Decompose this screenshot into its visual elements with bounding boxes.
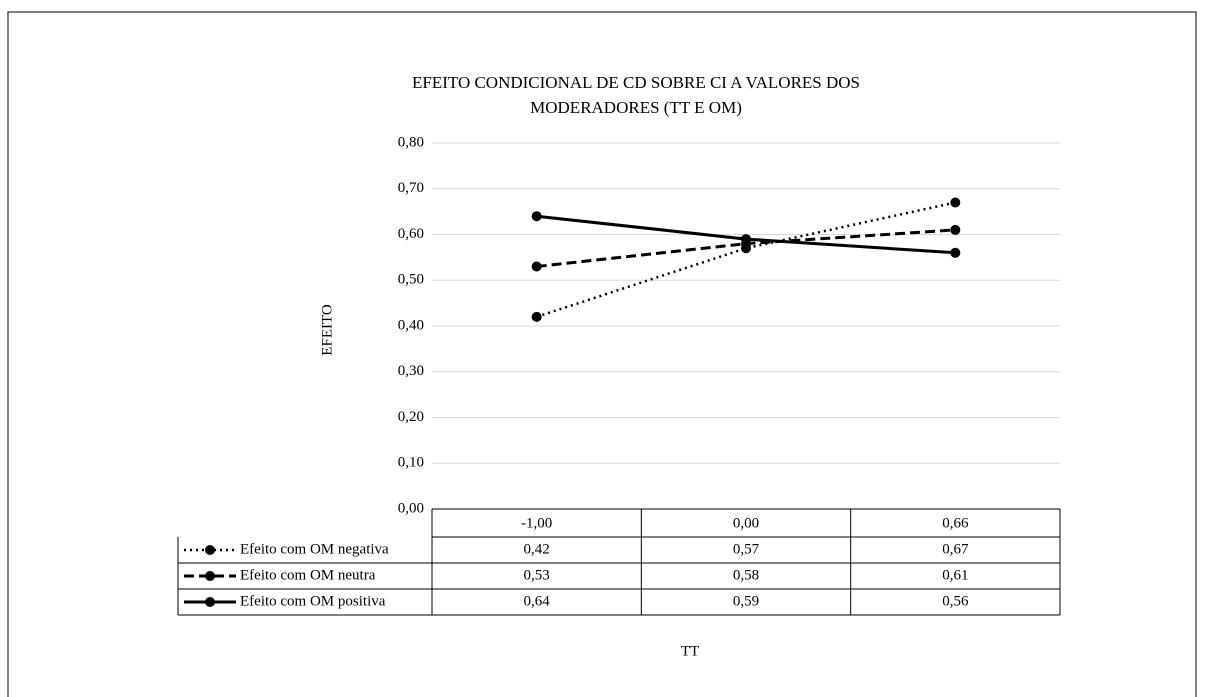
chart-title: MODERADORES (TT E OM) [530, 98, 742, 117]
y-tick-label: 0,30 [398, 363, 424, 379]
y-tick-label: 0,50 [398, 272, 424, 288]
x-tick-label: -1,00 [521, 515, 552, 531]
legend-label: Efeito com OM neutra [240, 567, 376, 583]
table-value: 0,53 [524, 567, 550, 583]
legend-marker [205, 597, 215, 607]
x-tick-label: 0,66 [942, 515, 969, 531]
table-value: 0,67 [942, 541, 969, 557]
y-tick-label: 0,40 [398, 317, 424, 333]
table-value: 0,61 [942, 567, 968, 583]
x-tick-label: 0,00 [733, 515, 759, 531]
data-point [950, 224, 961, 235]
legend-marker [205, 545, 215, 555]
legend-label: Efeito com OM negativa [240, 541, 389, 557]
y-tick-label: 0,80 [398, 134, 424, 150]
data-point [531, 211, 542, 222]
table-value: 0,64 [524, 593, 551, 609]
table-value: 0,56 [942, 593, 969, 609]
chart-frame [7, 11, 1197, 697]
y-tick-label: 0,20 [398, 409, 424, 425]
y-axis-label: EFEITO [319, 304, 335, 356]
y-tick-label: 0,10 [398, 455, 424, 471]
x-axis-label: TT [681, 643, 699, 659]
y-tick-label: 0,70 [398, 180, 424, 196]
data-point [950, 197, 961, 208]
table-value: 0,57 [733, 541, 760, 557]
data-point [531, 261, 542, 272]
y-tick-label: 0,00 [398, 500, 424, 516]
legend-label: Efeito com OM positiva [240, 593, 386, 609]
data-point [531, 311, 542, 322]
y-tick-label: 0,60 [398, 226, 424, 242]
chart-title: EFEITO CONDICIONAL DE CD SOBRE CI A VALO… [412, 73, 860, 92]
table-value: 0,58 [733, 567, 759, 583]
data-point [741, 234, 751, 245]
table-value: 0,59 [733, 593, 759, 609]
data-point [950, 247, 961, 258]
table-value: 0,42 [524, 541, 550, 557]
legend-marker [205, 571, 215, 581]
series-line [536, 201, 956, 319]
